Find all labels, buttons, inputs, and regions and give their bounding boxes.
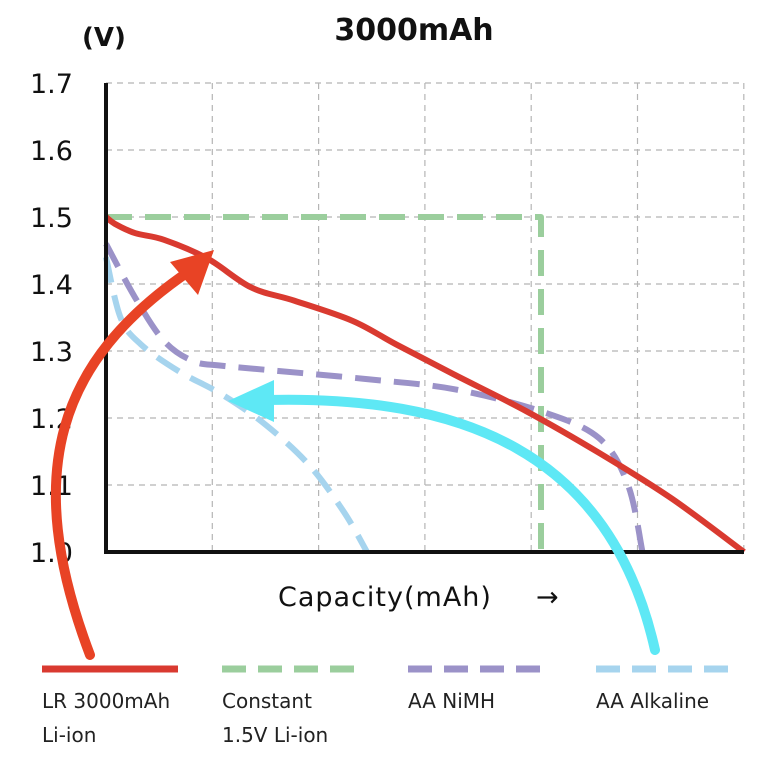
series-lines <box>103 214 746 555</box>
legend-label: LR 3000mAh <box>42 689 170 713</box>
legend-label: Li-ion <box>42 723 96 747</box>
series-line-aa-nimh <box>103 242 646 553</box>
x-axis-arrow: → <box>536 582 560 613</box>
red-arrowhead <box>170 250 214 295</box>
legend-label: 1.5V Li-ion <box>222 723 328 747</box>
legend-label: Constant <box>222 689 312 713</box>
cyan-annotation-arrow <box>260 394 660 655</box>
y-tick-label: 1.6 <box>30 136 73 167</box>
y-tick-label: 1.5 <box>30 203 73 234</box>
y-tick-label: 1.7 <box>30 69 73 100</box>
y-tick-label: 1.3 <box>30 337 73 368</box>
x-axis-label: Capacity(mAh) → <box>278 582 560 613</box>
cyan-arrowhead <box>228 380 274 422</box>
legend-label: AA NiMH <box>408 689 495 713</box>
axes <box>104 83 744 554</box>
series-line-lr-3000mah-li-ion <box>104 214 746 555</box>
red-annotation-arrow <box>50 267 193 660</box>
x-axis-title: Capacity(mAh) <box>278 582 492 613</box>
grid <box>106 82 745 552</box>
chart-title: 3000mAh <box>334 13 493 48</box>
series-line-constant-1-5v-li-ion <box>106 214 544 552</box>
legend-label: AA Alkaline <box>596 689 709 713</box>
y-axis-unit: (V) <box>82 23 126 53</box>
legend: LR 3000mAh Li-ion Constant 1.5V Li-ion AA Ni… <box>42 665 732 747</box>
y-tick-label: 1.4 <box>30 270 73 301</box>
annotation-arrows <box>50 250 660 660</box>
